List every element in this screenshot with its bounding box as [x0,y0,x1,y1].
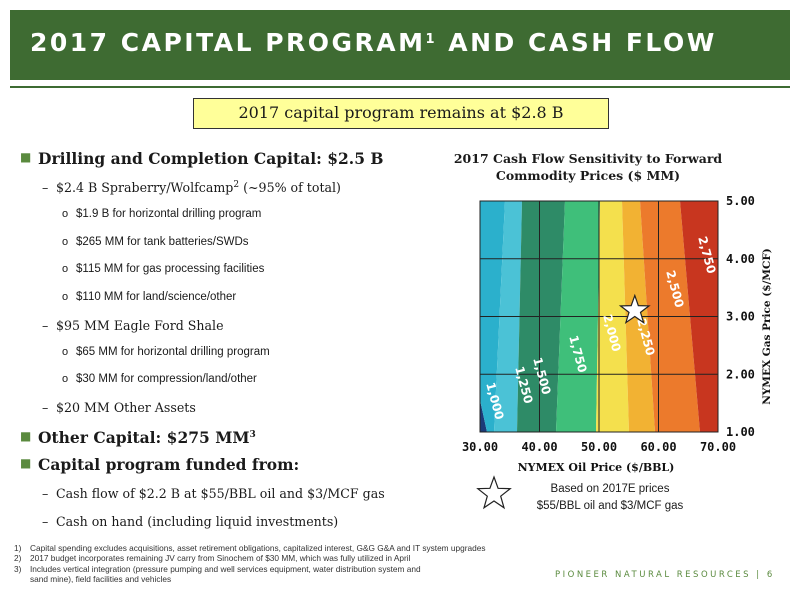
star-marker [618,293,651,325]
bullet-marker: o [62,263,69,275]
bullet-marker: – [42,514,49,529]
x-axis-label: NYMEX Oil Price ($/BBL) [518,461,675,474]
bullet-text: $1.9 B for horizontal drilling program [76,208,262,220]
bullet-text: $20 MM Other Assets [56,400,196,415]
chart-title: 2017 Cash Flow Sensitivity to Forward Co… [453,151,723,183]
bullet-level3: o $65 MM for horizontal drilling program [62,346,270,358]
bullet-marker: – [42,318,49,333]
footnote: sand mine), field facilities and vehicle… [30,573,172,584]
bullet-level3: o $115 MM for gas processing facilities [62,263,265,275]
bullet-level1: ■ Capital program funded from: [20,455,300,474]
bullet-level2: – $2.4 B Spraberry/Wolfcamp2 (~95% of tot… [42,180,341,196]
bullet-level3: o $265 MM for tank batteries/SWDs [62,236,249,248]
x-tick-label: 40.00 [521,440,557,454]
capital-callout: 2017 capital program remains at $2.8 B [193,98,609,129]
bullet-level2: – $95 MM Eagle Ford Shale [42,318,224,333]
star-note-line2: $55/BBL oil and $3/MCF gas [536,500,684,512]
bullet-text: Capital program funded from: [38,455,300,474]
brand-separator: | [756,570,762,580]
bullet-marker: o [62,346,69,358]
title-divider [10,86,790,88]
bullet-marker: ■ [20,429,32,443]
bullet-text: $115 MM for gas processing facilities [76,263,265,275]
star-legend-icon [476,475,512,510]
bullet-text: $65 MM for horizontal drilling program [76,346,270,358]
title-bar: 2017 CAPITAL PROGRAM1 AND CASH FLOW [10,10,790,80]
bullet-marker: ■ [20,150,32,164]
x-tick-label: 60.00 [640,440,676,454]
bullet-text: $30 MM for compression/land/other [76,373,257,385]
x-tick-label: 50.00 [581,440,617,454]
bullet-marker: o [62,291,69,303]
bullet-level2: – $20 MM Other Assets [42,400,196,415]
bullet-marker: – [42,486,49,501]
footnote: 1) Capital spending excludes acquisitions… [14,543,486,553]
bullet-marker: ■ [20,456,32,470]
x-tick-label: 70.00 [700,440,736,454]
footnotes: 1) Capital spending excludes acquisitions… [14,543,486,584]
bullet-level3: o $30 MM for compression/land/other [62,373,257,385]
bullet-text: $2.4 B Spraberry/Wolfcamp [56,180,234,196]
page-number: 6 [766,570,775,580]
bullet-text: Cash flow of $2.2 B at $55/BBL oil and $… [56,486,385,501]
bullet-text: Other Capital: $275 MM [38,428,250,447]
brand-name: PIONEER NATURAL RESOURCES [555,570,752,580]
bullet-level2: – Cash flow of $2.2 B at $55/BBL oil and … [42,486,385,501]
bullet-level1: ■ Drilling and Completion Capital: $2.5 B [20,149,384,168]
bullet-text: Cash on hand (including liquid investmen… [56,514,339,529]
footnote: 2) 2017 budget incorporates remaining JV … [14,553,411,564]
bullet-text: Drilling and Completion Capital: $2.5 B [38,149,384,168]
y-tick-label: 1.00 [726,425,755,439]
bullet-level3: o $1.9 B for horizontal drilling program [62,208,262,220]
plot-border [479,200,719,433]
bullet-marker: – [42,180,49,195]
y-tick-label: 3.00 [726,310,755,324]
star-note: Based on 2017E prices $55/BBL oil and $3… [510,481,710,515]
bullet-marker: o [62,208,69,220]
footnote: 3) Includes vertical integration (pressur… [14,563,421,574]
star-note-line1: Based on 2017E prices [550,483,670,495]
bullet-marker: – [42,400,49,415]
y-tick-label: 5.00 [726,194,755,208]
y-axis-label: NYMEX Gas Price ($/MCF) [761,248,773,405]
y-tick-label: 4.00 [726,252,755,266]
bullet-marker: o [62,373,69,385]
bullet-marker: o [62,236,69,248]
x-tick-label: 30.00 [462,440,498,454]
bullet-text: $110 MM for land/science/other [76,291,237,303]
brand-footer: PIONEER NATURAL RESOURCES | 6 [555,570,775,580]
bullet-text: $95 MM Eagle Ford Shale [56,318,224,333]
bullet-level1: ■ Other Capital: $275 MM3 [20,428,256,447]
bullet-level2: – Cash on hand (including liquid investme… [42,514,339,529]
page-title: 2017 CAPITAL PROGRAM1 AND CASH FLOW [30,28,717,57]
y-tick-label: 2.00 [726,367,755,381]
bullet-text: $265 MM for tank batteries/SWDs [76,236,249,248]
bullet-level3: o $110 MM for land/science/other [62,291,237,303]
